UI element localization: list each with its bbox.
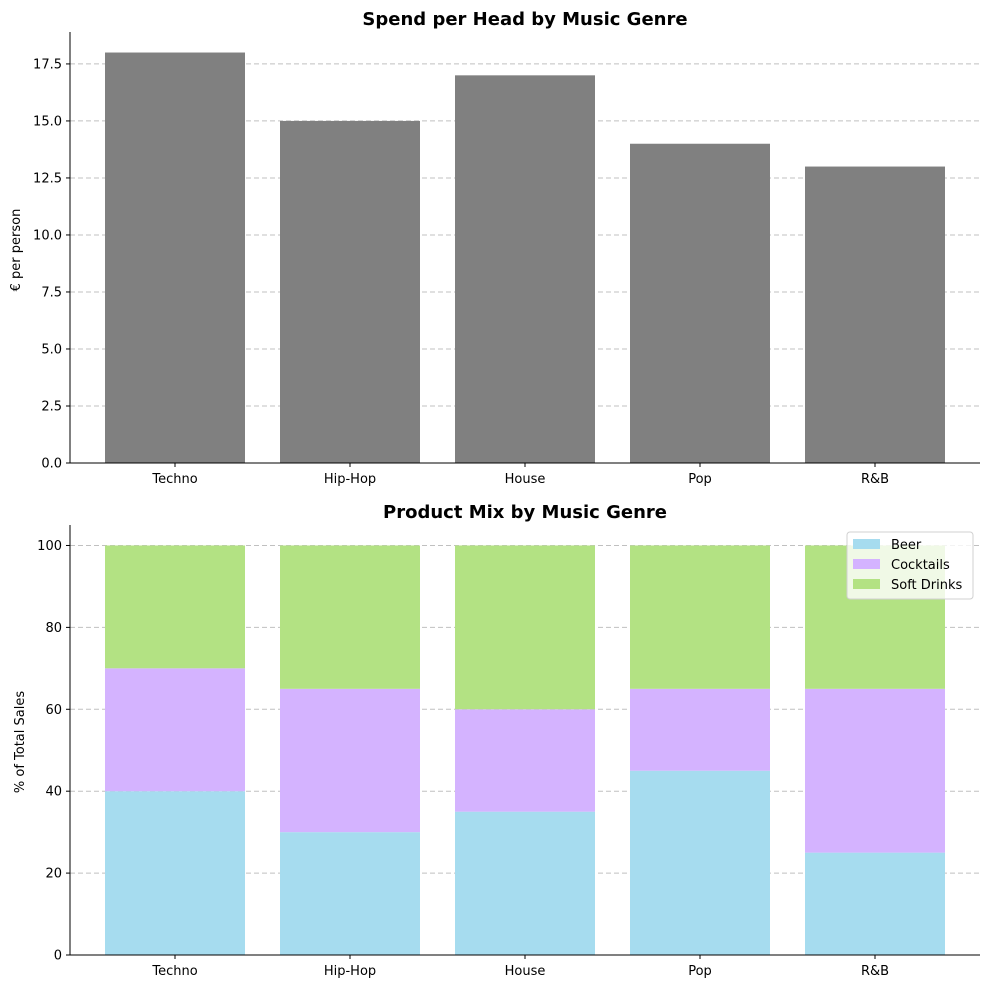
y-tick-label: 0 xyxy=(54,949,62,964)
y-tick-label: 7.5 xyxy=(41,285,62,300)
x-tick-label: Hip-Hop xyxy=(324,964,376,979)
bar-hip-hop xyxy=(280,120,420,463)
bars xyxy=(105,52,945,464)
y-axis-label: € per person xyxy=(9,209,24,292)
bar-cocktails-pop xyxy=(630,688,770,771)
y-tick-label: 80 xyxy=(45,621,62,636)
y-tick-label: 2.5 xyxy=(41,399,62,414)
y-tick-label: 12.5 xyxy=(33,171,62,186)
chart-title: Product Mix by Music Genre xyxy=(383,502,667,523)
y-tick-label: 60 xyxy=(45,703,62,718)
bar-beer-hip-hop xyxy=(280,832,420,955)
bar-cocktails-hip-hop xyxy=(280,688,420,833)
x-tick-label: R&B xyxy=(861,964,889,979)
y-tick-label: 20 xyxy=(45,867,62,882)
bar-cocktails-r-b xyxy=(805,688,945,853)
y-tick-label: 100 xyxy=(37,539,62,554)
bar-soft-drinks-house xyxy=(455,545,595,710)
legend-swatch xyxy=(853,579,880,589)
legend: Beer Cocktails Soft Drinks xyxy=(846,531,974,600)
y-axis-label: % of Total Sales xyxy=(13,691,28,793)
ticks: 0.0 2.5 5.0 7.5 10.0 12.5 15.0 17.5 Techno Hip-Ho… xyxy=(33,57,889,487)
bar-cocktails-house xyxy=(455,709,595,812)
bar-cocktails-techno xyxy=(105,668,245,792)
x-tick-label: R&B xyxy=(861,472,889,487)
ticks: 0 20 40 60 80 100 Techno Hip-Hop House Pop R&B xyxy=(37,539,889,979)
y-tick-label: 0.0 xyxy=(41,457,62,472)
x-tick-label: House xyxy=(505,472,546,487)
bar-beer-techno xyxy=(105,791,245,955)
legend-label: Cocktails xyxy=(891,558,950,573)
x-tick-label: Pop xyxy=(688,964,712,979)
legend-label: Soft Drinks xyxy=(891,578,963,593)
bar-soft-drinks-techno xyxy=(105,545,245,669)
bar-techno xyxy=(105,52,245,464)
y-tick-label: 17.5 xyxy=(33,57,62,72)
bar-pop xyxy=(630,143,770,464)
product-mix-chart: Product Mix by Music Genre % of Total Sa… xyxy=(13,502,980,979)
x-tick-label: Techno xyxy=(151,964,197,979)
bar-beer-pop xyxy=(630,770,770,955)
bar-r-b xyxy=(805,166,945,463)
bars xyxy=(105,545,945,955)
bar-beer-r-b xyxy=(805,852,945,955)
legend-swatch xyxy=(853,559,880,569)
bar-soft-drinks-pop xyxy=(630,545,770,689)
x-tick-label: Hip-Hop xyxy=(324,472,376,487)
chart-title: Spend per Head by Music Genre xyxy=(362,9,687,30)
legend-swatch xyxy=(853,539,880,549)
y-tick-label: 5.0 xyxy=(41,342,62,357)
y-tick-label: 40 xyxy=(45,785,62,800)
x-tick-label: Pop xyxy=(688,472,712,487)
y-tick-label: 10.0 xyxy=(33,228,62,243)
y-tick-label: 15.0 xyxy=(33,114,62,129)
bar-house xyxy=(455,75,595,464)
bar-beer-house xyxy=(455,811,595,955)
spend-per-head-chart: Spend per Head by Music Genre € per pers… xyxy=(9,9,980,487)
bar-soft-drinks-hip-hop xyxy=(280,545,420,689)
x-tick-label: House xyxy=(505,964,546,979)
x-tick-label: Techno xyxy=(151,472,197,487)
legend-label: Beer xyxy=(891,538,922,553)
